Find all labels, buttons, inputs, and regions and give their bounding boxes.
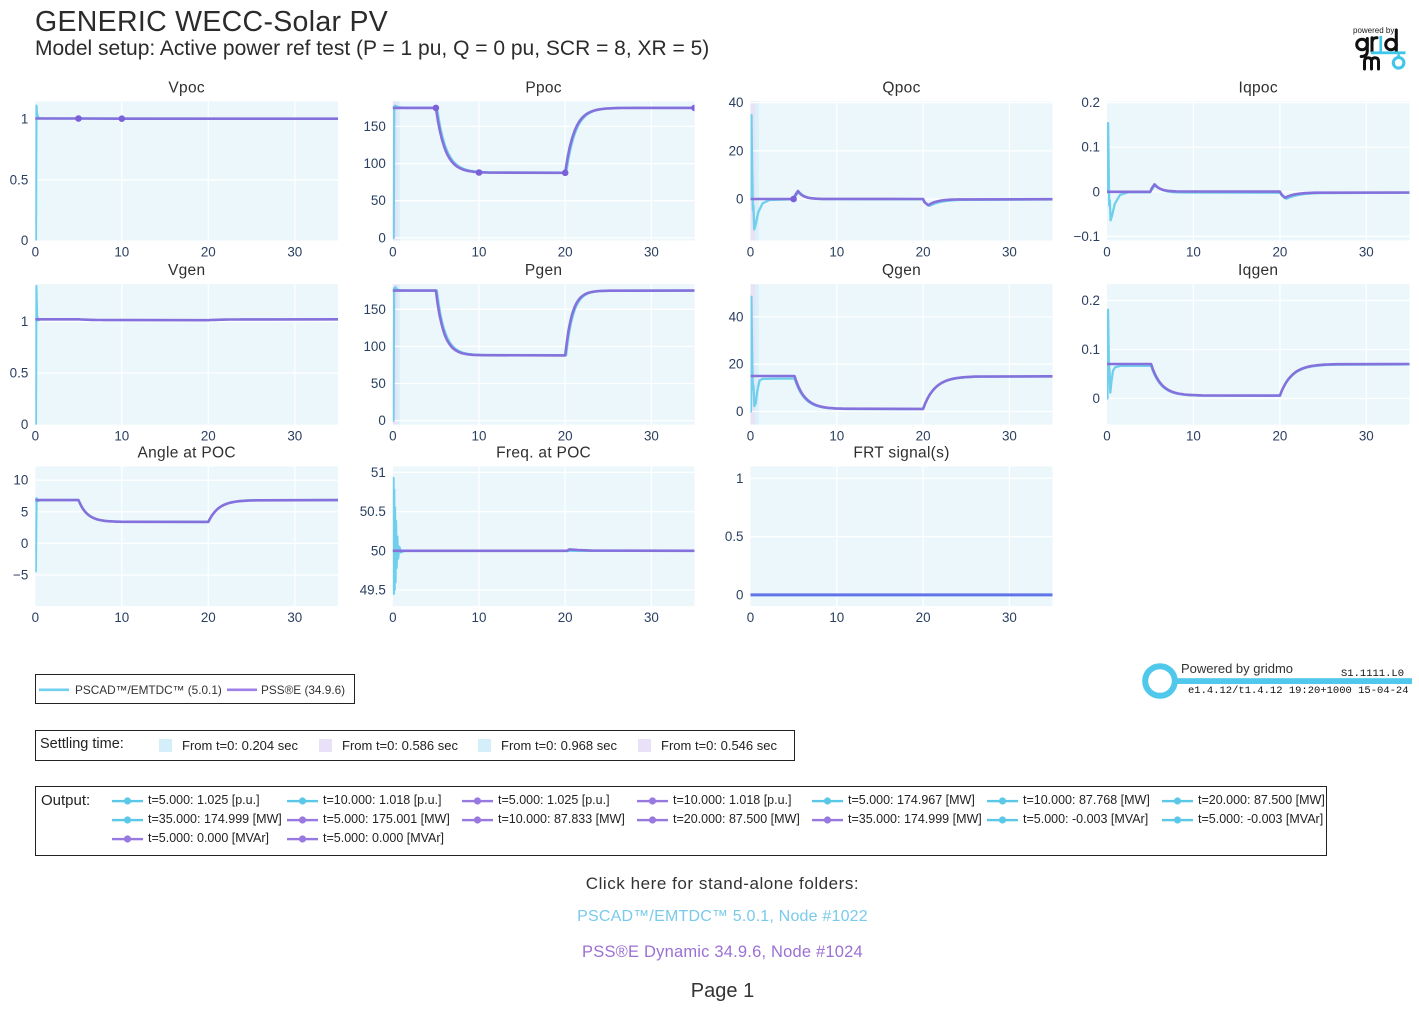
svg-text:20: 20 bbox=[916, 429, 931, 444]
svg-text:30: 30 bbox=[287, 610, 302, 625]
svg-text:10: 10 bbox=[114, 245, 129, 260]
svg-text:30: 30 bbox=[1359, 245, 1374, 260]
svg-text:30: 30 bbox=[1359, 429, 1374, 444]
svg-text:20: 20 bbox=[1272, 429, 1287, 444]
svg-text:10: 10 bbox=[472, 429, 487, 444]
svg-text:10: 10 bbox=[472, 610, 487, 625]
svg-text:30: 30 bbox=[644, 429, 659, 444]
svg-text:40: 40 bbox=[729, 95, 744, 110]
svg-text:0: 0 bbox=[747, 245, 754, 260]
svg-text:20: 20 bbox=[916, 245, 931, 260]
svg-text:0.5: 0.5 bbox=[725, 529, 744, 544]
svg-text:150: 150 bbox=[363, 302, 385, 317]
svg-text:0: 0 bbox=[32, 429, 39, 444]
svg-text:0: 0 bbox=[1093, 391, 1100, 406]
svg-text:0: 0 bbox=[736, 404, 743, 419]
svg-text:20: 20 bbox=[729, 357, 744, 372]
svg-text:Iqpoc: Iqpoc bbox=[1238, 79, 1277, 96]
svg-text:10: 10 bbox=[829, 610, 844, 625]
svg-text:1: 1 bbox=[736, 471, 743, 486]
svg-text:50: 50 bbox=[371, 543, 386, 558]
svg-text:Vgen: Vgen bbox=[168, 262, 205, 279]
svg-text:Vpoc: Vpoc bbox=[168, 79, 205, 96]
svg-text:powered by: powered by bbox=[1353, 26, 1394, 35]
svg-text:20: 20 bbox=[1272, 245, 1287, 260]
svg-text:20: 20 bbox=[558, 245, 573, 260]
svg-text:10: 10 bbox=[114, 429, 129, 444]
svg-text:0: 0 bbox=[378, 413, 385, 428]
svg-text:30: 30 bbox=[287, 429, 302, 444]
svg-text:10: 10 bbox=[829, 245, 844, 260]
svg-text:0: 0 bbox=[21, 233, 28, 248]
svg-text:30: 30 bbox=[1002, 610, 1017, 625]
svg-text:0: 0 bbox=[736, 587, 743, 602]
svg-text:51: 51 bbox=[371, 465, 386, 480]
svg-text:Qgen: Qgen bbox=[882, 262, 921, 279]
svg-text:0: 0 bbox=[747, 610, 754, 625]
svg-text:−5: −5 bbox=[13, 568, 28, 583]
svg-text:100: 100 bbox=[363, 156, 385, 171]
svg-text:20: 20 bbox=[201, 245, 216, 260]
svg-text:20: 20 bbox=[558, 610, 573, 625]
svg-text:0.1: 0.1 bbox=[1081, 140, 1100, 155]
svg-text:Freq. at POC: Freq. at POC bbox=[496, 445, 591, 462]
svg-text:10: 10 bbox=[1186, 429, 1201, 444]
svg-text:0: 0 bbox=[21, 536, 28, 551]
svg-text:0: 0 bbox=[21, 417, 28, 432]
svg-text:30: 30 bbox=[644, 610, 659, 625]
svg-text:0: 0 bbox=[389, 610, 396, 625]
svg-text:0: 0 bbox=[378, 230, 385, 245]
svg-text:0: 0 bbox=[389, 245, 396, 260]
svg-text:10: 10 bbox=[829, 429, 844, 444]
svg-text:Pgen: Pgen bbox=[525, 262, 562, 279]
svg-text:0.5: 0.5 bbox=[10, 366, 29, 381]
svg-text:0.1: 0.1 bbox=[1081, 342, 1100, 357]
svg-text:50: 50 bbox=[371, 376, 386, 391]
svg-text:10: 10 bbox=[1186, 245, 1201, 260]
svg-text:5: 5 bbox=[21, 504, 28, 519]
svg-text:100: 100 bbox=[363, 339, 385, 354]
svg-text:Ppoc: Ppoc bbox=[525, 79, 562, 96]
svg-text:0.2: 0.2 bbox=[1081, 293, 1100, 308]
svg-text:0: 0 bbox=[32, 245, 39, 260]
svg-text:0.2: 0.2 bbox=[1081, 95, 1100, 110]
svg-text:150: 150 bbox=[363, 119, 385, 134]
svg-text:0: 0 bbox=[32, 610, 39, 625]
svg-text:Qpoc: Qpoc bbox=[882, 79, 920, 96]
svg-text:50: 50 bbox=[371, 193, 386, 208]
svg-text:10: 10 bbox=[114, 610, 129, 625]
svg-text:30: 30 bbox=[287, 245, 302, 260]
svg-text:20: 20 bbox=[201, 610, 216, 625]
svg-text:20: 20 bbox=[729, 143, 744, 158]
svg-text:1: 1 bbox=[21, 314, 28, 329]
svg-text:0: 0 bbox=[389, 429, 396, 444]
svg-text:Iqgen: Iqgen bbox=[1238, 262, 1278, 279]
svg-text:0.5: 0.5 bbox=[10, 172, 29, 187]
svg-text:20: 20 bbox=[916, 610, 931, 625]
svg-text:1: 1 bbox=[21, 112, 28, 127]
svg-text:30: 30 bbox=[644, 245, 659, 260]
svg-text:50.5: 50.5 bbox=[360, 504, 386, 519]
svg-text:FRT signal(s): FRT signal(s) bbox=[853, 445, 949, 462]
svg-text:20: 20 bbox=[558, 429, 573, 444]
svg-text:10: 10 bbox=[13, 473, 28, 488]
svg-text:20: 20 bbox=[201, 429, 216, 444]
svg-text:Angle at POC: Angle at POC bbox=[138, 445, 236, 462]
svg-text:49.5: 49.5 bbox=[360, 583, 386, 598]
svg-text:30: 30 bbox=[1002, 245, 1017, 260]
svg-text:30: 30 bbox=[1002, 429, 1017, 444]
svg-text:10: 10 bbox=[472, 245, 487, 260]
svg-text:40: 40 bbox=[729, 309, 744, 324]
svg-text:0: 0 bbox=[736, 192, 743, 207]
svg-text:0: 0 bbox=[1093, 184, 1100, 199]
svg-text:0: 0 bbox=[747, 429, 754, 444]
svg-text:−0.1: −0.1 bbox=[1074, 229, 1100, 244]
svg-text:0: 0 bbox=[1103, 429, 1110, 444]
svg-text:0: 0 bbox=[1103, 245, 1110, 260]
